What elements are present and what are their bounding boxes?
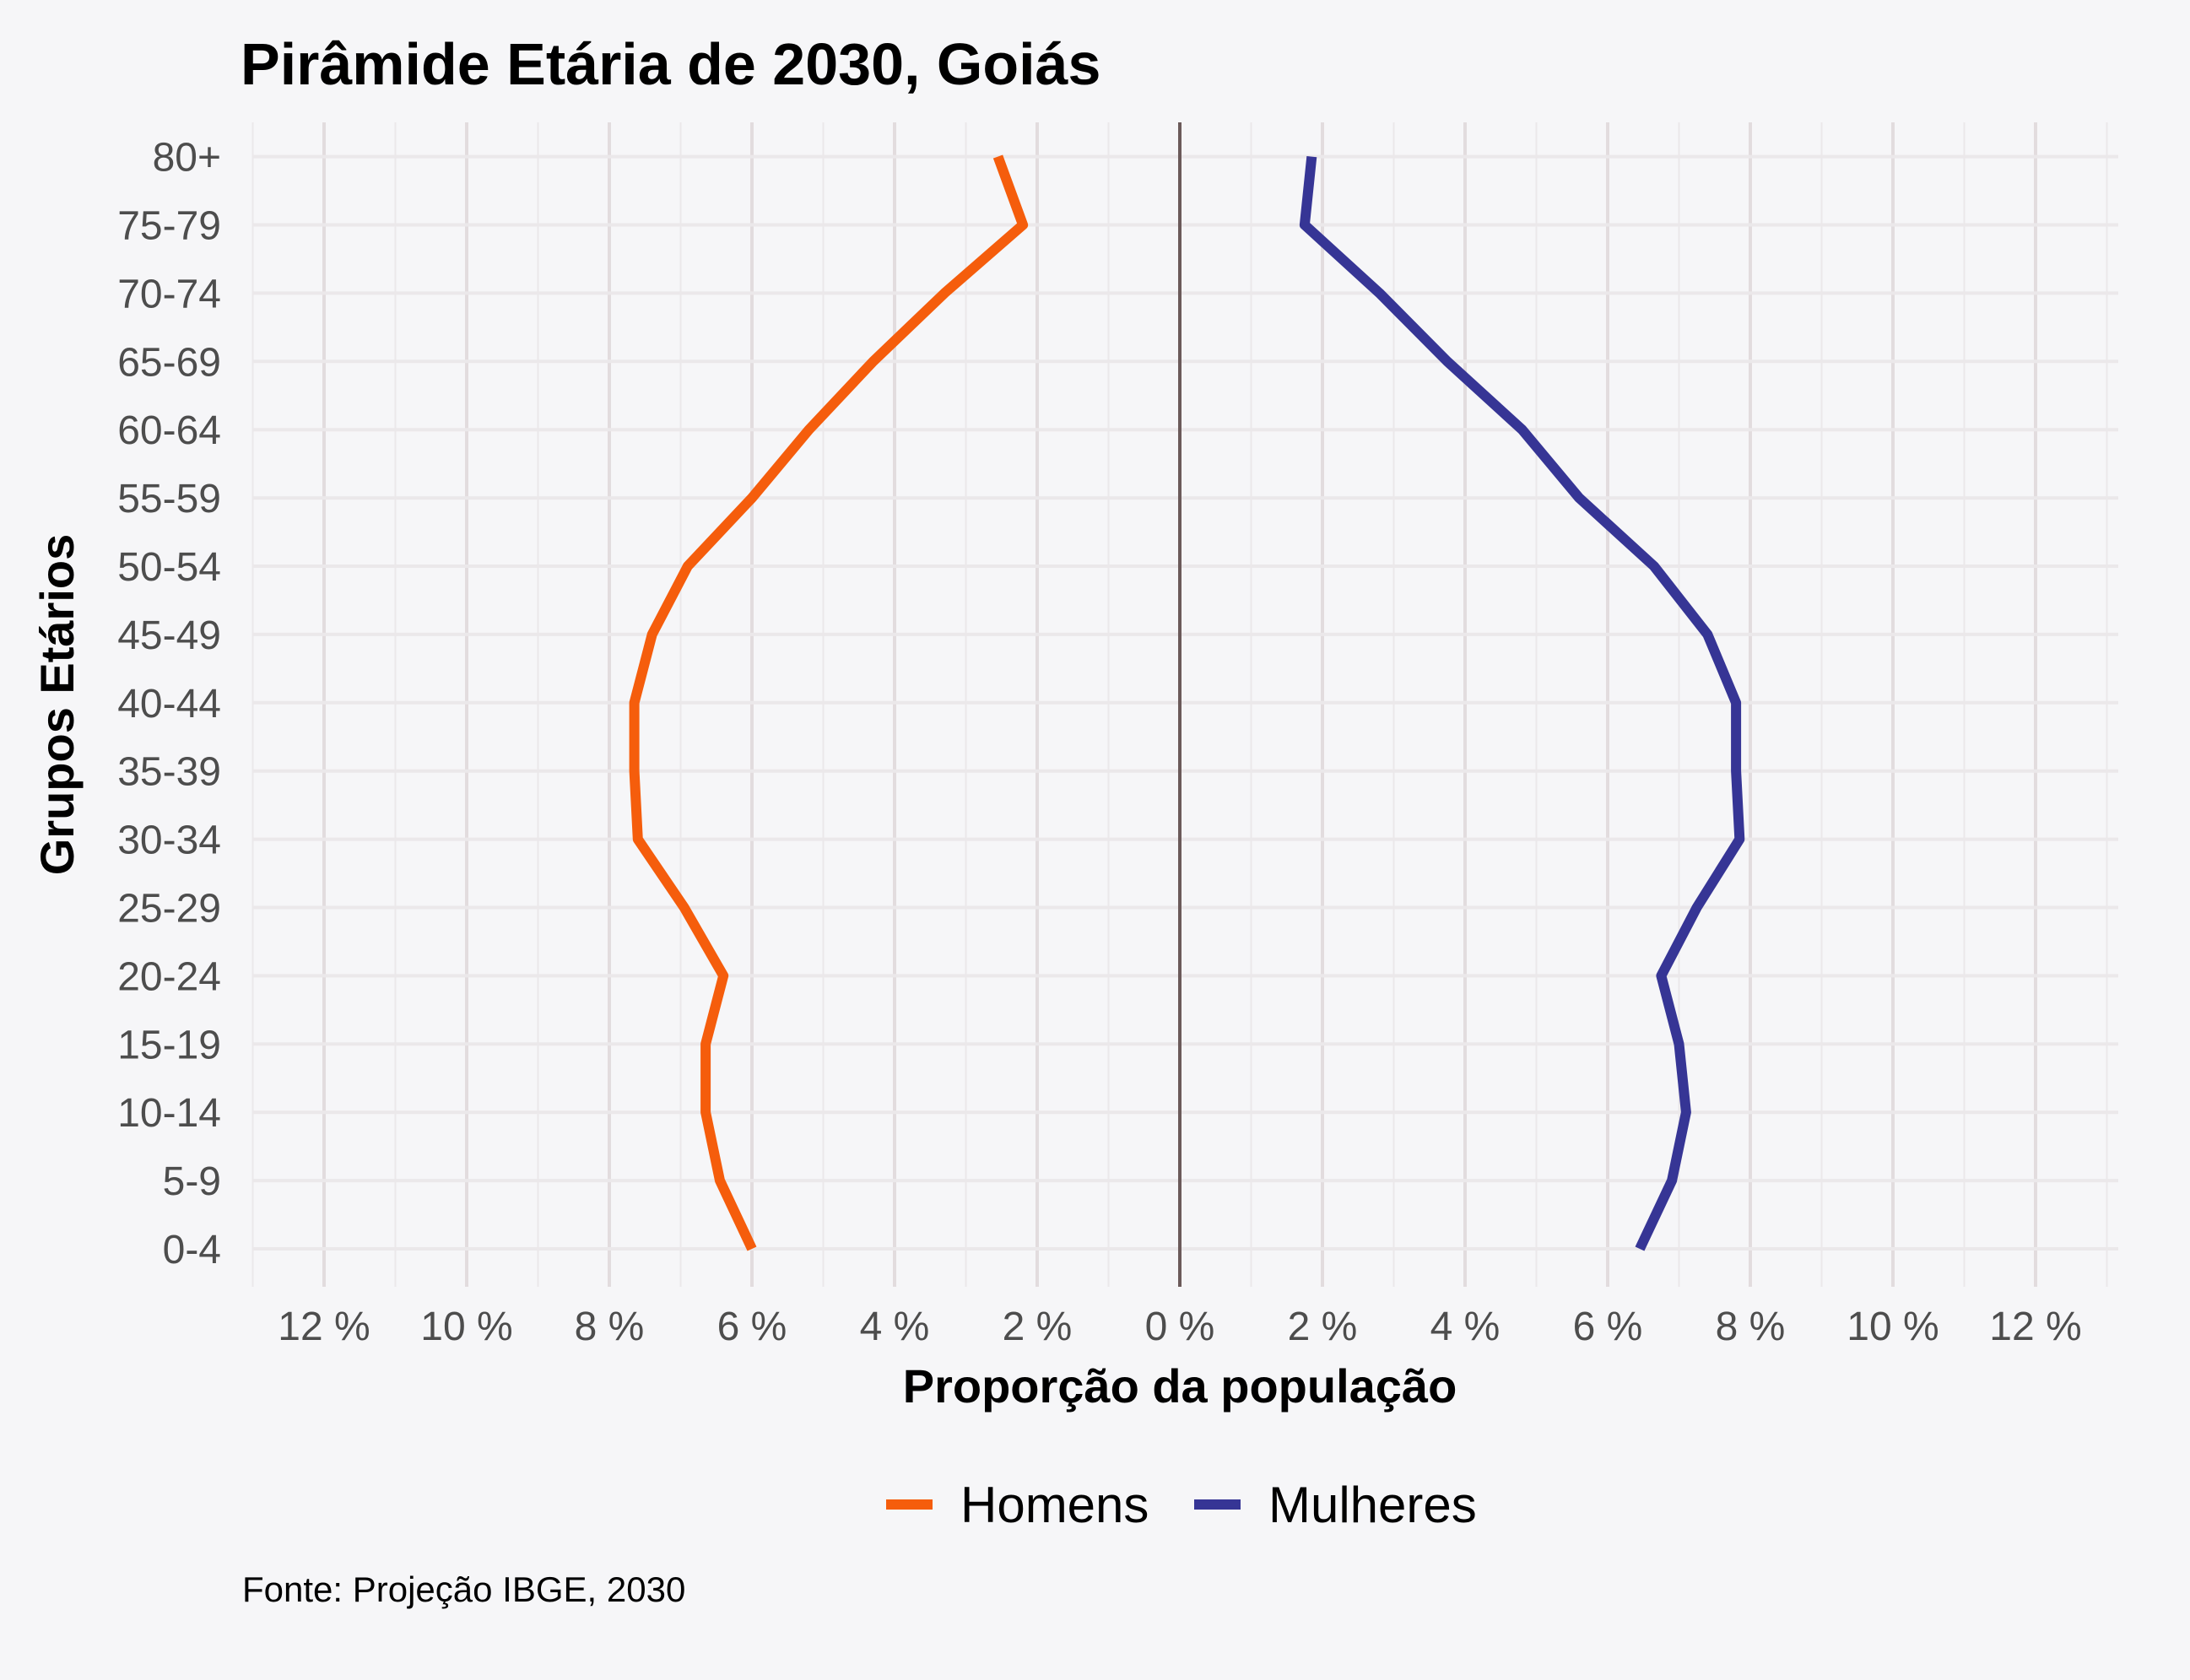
y-tick-label: 45-49 xyxy=(117,613,221,658)
y-tick-label: 75-79 xyxy=(117,204,221,249)
x-tick-label: 6 % xyxy=(717,1305,787,1349)
y-axis-title: Grupos Etários xyxy=(30,534,84,876)
x-tick-label: 6 % xyxy=(1573,1305,1643,1349)
y-tick-label: 40-44 xyxy=(117,682,221,727)
legend-label-homens: Homens xyxy=(960,1477,1149,1533)
source-caption: Fonte: Projeção IBGE, 2030 xyxy=(242,1569,685,1609)
legend: Homens Mulheres xyxy=(886,1477,1477,1533)
x-tick-label: 8 % xyxy=(1716,1305,1786,1349)
y-tick-label: 30-34 xyxy=(117,818,221,863)
y-tick-label: 10-14 xyxy=(117,1091,221,1136)
x-tick-label: 10 % xyxy=(420,1305,512,1349)
x-tick-label: 12 % xyxy=(278,1305,370,1349)
y-tick-label: 55-59 xyxy=(117,477,221,521)
y-axis-ticks: 0-4 5-9 10-14 15-19 20-24 25-29 30-34 35-39 40-4… xyxy=(117,136,221,1272)
y-tick-label: 5-9 xyxy=(163,1159,221,1204)
y-tick-label: 0-4 xyxy=(163,1228,221,1272)
y-tick-label: 70-74 xyxy=(117,272,221,316)
y-tick-label: 35-39 xyxy=(117,750,221,795)
x-tick-label: 0 % xyxy=(1145,1305,1215,1349)
x-tick-label: 8 % xyxy=(575,1305,645,1349)
series-line-homens xyxy=(629,154,1029,1251)
y-tick-label: 20-24 xyxy=(117,954,221,999)
y-tick-label: 65-69 xyxy=(117,340,221,385)
y-tick-label: 60-64 xyxy=(117,408,221,453)
y-tick-label: 80+ xyxy=(153,136,221,181)
series-lines xyxy=(629,154,1745,1251)
x-tick-label: 4 % xyxy=(860,1305,930,1349)
y-tick-label: 50-54 xyxy=(117,545,221,590)
grid xyxy=(251,122,2118,1287)
series-line-mulheres xyxy=(1299,155,1745,1251)
x-tick-label: 12 % xyxy=(1989,1305,2081,1349)
x-tick-label: 2 % xyxy=(1003,1305,1073,1349)
chart-title: Pirâmide Etária de 2030, Goiás xyxy=(241,31,1100,97)
x-tick-label: 10 % xyxy=(1847,1305,1939,1349)
x-tick-label: 4 % xyxy=(1430,1305,1501,1349)
y-tick-label: 15-19 xyxy=(117,1023,221,1067)
y-tick-label: 25-29 xyxy=(117,887,221,932)
x-axis-title: Proporção da população xyxy=(903,1359,1457,1413)
x-axis-ticks: 12 % 10 % 8 % 6 % 4 % 2 % 0 % 2 % 4 % 6 % 8 % 10 % 1… xyxy=(278,1305,2081,1349)
x-tick-label: 2 % xyxy=(1288,1305,1358,1349)
legend-label-mulheres: Mulheres xyxy=(1268,1477,1477,1533)
